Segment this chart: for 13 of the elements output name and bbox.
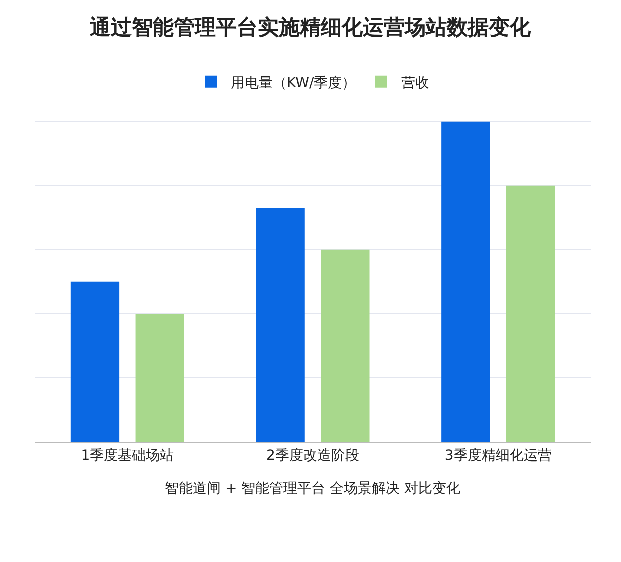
x-tick-label: 3季度精细化运营 <box>444 448 552 464</box>
bar <box>506 186 556 442</box>
bar <box>136 314 184 442</box>
x-tick-label: 1季度基础场站 <box>81 448 174 464</box>
x-tick-label: 2季度改造阶段 <box>266 448 360 464</box>
bar <box>442 122 490 442</box>
legend-label: 营收 <box>401 75 430 92</box>
chart-title: 通过智能管理平台实施精细化运营场站数据变化 <box>89 15 532 40</box>
bar <box>70 282 120 442</box>
text: 智能道闸 + 智能管理平台 全场景解决 对比变化 <box>165 481 461 497</box>
bar <box>256 208 305 442</box>
bar <box>321 250 370 442</box>
legend-label: 用电量（KW/季度） <box>231 75 356 92</box>
